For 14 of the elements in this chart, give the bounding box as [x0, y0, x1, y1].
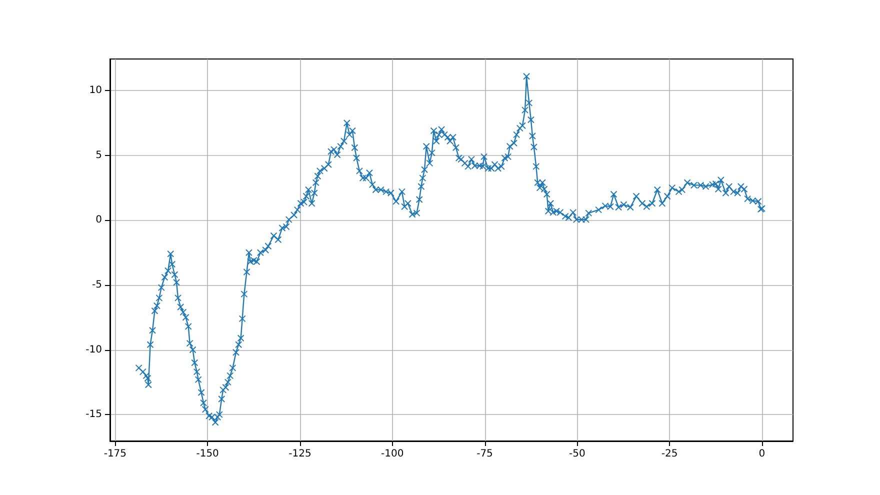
x-tick-label: -125 — [288, 448, 312, 460]
y-tick-label: -10 — [86, 344, 102, 356]
x-tick-label: -75 — [476, 448, 493, 460]
y-tick-label: 5 — [96, 150, 102, 161]
x-tick-label: -50 — [568, 448, 586, 460]
y-tick-label: -5 — [92, 279, 102, 290]
y-tick-label: -15 — [86, 409, 102, 420]
x-tick-label: 0 — [758, 448, 766, 460]
x-tick-label: -25 — [661, 448, 678, 460]
y-tick-label: 10 — [89, 85, 102, 96]
x-tick-label: -150 — [196, 448, 219, 460]
x-tick-label: -175 — [104, 448, 127, 460]
x-tick-label: -100 — [381, 448, 404, 460]
y-tick-label: 0 — [96, 214, 102, 226]
